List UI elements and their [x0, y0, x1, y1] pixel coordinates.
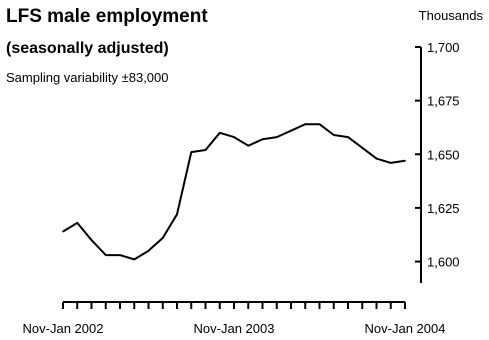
- data-point: [176, 213, 178, 216]
- data-point: [76, 222, 79, 224]
- data-point: [361, 147, 364, 149]
- data-point: [133, 258, 136, 261]
- data-point: [104, 254, 107, 256]
- data-point: [90, 239, 93, 241]
- data-point: [62, 230, 64, 233]
- data-point: [290, 129, 292, 132]
- data-point: [218, 132, 221, 134]
- data-point: [304, 123, 307, 126]
- data-point: [347, 136, 349, 138]
- data-point: [161, 237, 164, 239]
- y-tick-label: 1,675: [427, 94, 460, 109]
- data-point: [119, 254, 121, 256]
- sampling-variability-note: Sampling variability ±83,000: [6, 70, 169, 85]
- data-point: [247, 144, 250, 147]
- y-tick-label: 1,625: [427, 201, 460, 216]
- data-point: [261, 138, 264, 141]
- data-point: [332, 134, 335, 136]
- data-point: [204, 149, 207, 151]
- data-point: [318, 123, 321, 126]
- data-point: [233, 136, 235, 138]
- y-tick-label: 1,650: [427, 147, 460, 162]
- data-point: [404, 159, 406, 162]
- data-point: [190, 151, 193, 153]
- y-tick-label: 1,700: [427, 40, 460, 55]
- chart-title: LFS male employment: [6, 6, 208, 27]
- unit-label: Thousands: [418, 8, 483, 23]
- data-point: [275, 136, 278, 138]
- series-line: [62, 123, 406, 261]
- chart-subtitle: (seasonally adjusted): [6, 40, 169, 57]
- y-tick-label: 1,600: [427, 255, 460, 270]
- x-tick-label: Nov-Jan 2004: [365, 321, 446, 336]
- data-point: [375, 157, 378, 160]
- data-point: [389, 162, 392, 164]
- x-tick-label: Nov-Jan 2002: [23, 321, 104, 336]
- data-point: [147, 250, 150, 252]
- x-tick-label: Nov-Jan 2003: [194, 321, 275, 336]
